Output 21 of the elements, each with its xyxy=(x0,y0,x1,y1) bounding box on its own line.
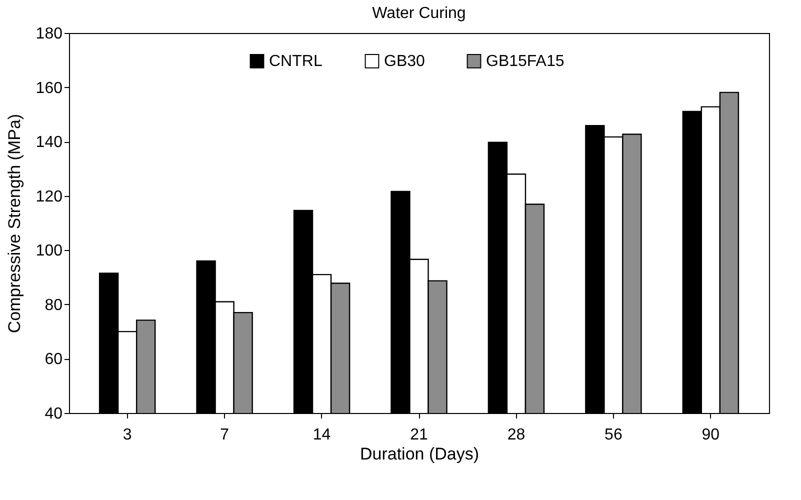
chart-title: Water Curing xyxy=(372,5,466,22)
x-tick-label: 90 xyxy=(702,426,720,444)
x-tick-label: 7 xyxy=(220,426,230,444)
legend-label: GB30 xyxy=(384,53,426,70)
x-axis-title: Duration (Days) xyxy=(360,444,480,464)
legend-label: GB15FA15 xyxy=(486,53,564,70)
y-tick-label: 120 xyxy=(36,188,63,206)
y-tick-label: 160 xyxy=(36,80,63,97)
y-tick-label: 100 xyxy=(36,242,63,260)
y-tick-label: 80 xyxy=(44,296,63,314)
x-tick-label: 3 xyxy=(122,426,132,444)
x-tick-label: 14 xyxy=(312,426,331,444)
y-tick-label: 180 xyxy=(36,26,63,42)
x-tick-label: 21 xyxy=(410,426,428,444)
y-axis-title: Compressive Strength (MPa) xyxy=(4,114,24,334)
x-tick-label: 56 xyxy=(604,426,622,444)
y-tick-label: 60 xyxy=(44,351,63,368)
y-tick-label: 40 xyxy=(44,406,63,422)
x-tick-label: 28 xyxy=(507,426,526,444)
y-tick-label: 140 xyxy=(36,134,63,152)
legend-label: CNTRL xyxy=(269,53,322,70)
